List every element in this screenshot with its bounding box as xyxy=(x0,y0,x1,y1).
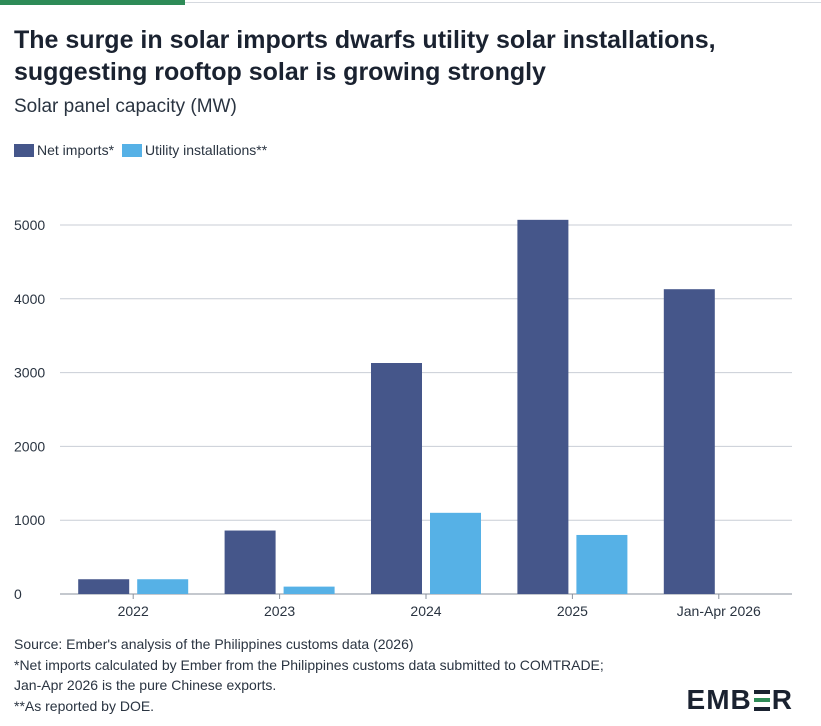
x-tick-label-2023: 2023 xyxy=(264,603,295,619)
y-tick-label-2000: 2000 xyxy=(14,438,45,454)
legend-item-utility-installations: Utility installations** xyxy=(122,142,267,158)
y-tick-label-5000: 5000 xyxy=(14,217,45,233)
bar-net-imports-2024 xyxy=(371,363,422,594)
y-tick-label-3000: 3000 xyxy=(14,365,45,381)
legend-swatch-utility-installations xyxy=(122,143,143,157)
legend: Net imports* Utility installations** xyxy=(14,142,275,158)
chart-subtitle: Solar panel capacity (MW) xyxy=(14,96,237,117)
legend-label-net-imports: Net imports* xyxy=(37,142,115,158)
bar-utility-installations-2022 xyxy=(137,579,189,594)
footnote-utility: **As reported by DOE. xyxy=(14,697,155,714)
x-tick-label-2024: 2024 xyxy=(410,603,441,619)
bar-net-imports-2022 xyxy=(78,579,130,594)
legend-item-net-imports: Net imports* xyxy=(14,142,114,158)
logo-text-right: R xyxy=(771,684,793,715)
bar-utility-installations-2024 xyxy=(430,512,481,594)
chart-title: The surge in solar imports dwarfs utilit… xyxy=(14,26,716,86)
y-tick-label-1000: 1000 xyxy=(14,512,45,528)
x-tick-label-jan-apr-2026: Jan-Apr 2026 xyxy=(677,603,761,619)
bar-utility-installations-2025 xyxy=(576,534,628,594)
bar-net-imports-jan-apr-2026 xyxy=(663,289,715,594)
legend-swatch-net-imports xyxy=(14,143,34,157)
ember-logo: EMB R xyxy=(687,684,793,716)
y-tick-label-0: 0 xyxy=(14,586,22,602)
bar-utility-installations-2023 xyxy=(283,586,335,594)
logo-text-left: EMB xyxy=(686,684,752,715)
footnote-net-imports-line2: Jan-Apr 2026 is the pure Chinese exports… xyxy=(14,677,277,693)
x-tick-label-2025: 2025 xyxy=(557,603,588,619)
x-tick-label-2022: 2022 xyxy=(118,603,149,619)
legend-label-utility-installations: Utility installations** xyxy=(145,142,268,158)
top-accent-bar xyxy=(0,0,185,5)
y-tick-label-4000: 4000 xyxy=(14,291,45,307)
logo-e-mark xyxy=(753,689,770,711)
bar-chart: 0 1000 2000 3000 4000 5000 2022 2023 2024 2025 Jan… xyxy=(14,217,792,619)
bar-net-imports-2023 xyxy=(224,530,276,594)
bar-net-imports-2025 xyxy=(517,219,569,595)
footnote-net-imports-line1: *Net imports calculated by Ember from th… xyxy=(14,656,604,673)
top-divider xyxy=(185,2,821,3)
footer-notes: Source: Ember's analysis of the Philippi… xyxy=(14,634,604,716)
source-note: Source: Ember's analysis of the Philippi… xyxy=(14,636,414,652)
